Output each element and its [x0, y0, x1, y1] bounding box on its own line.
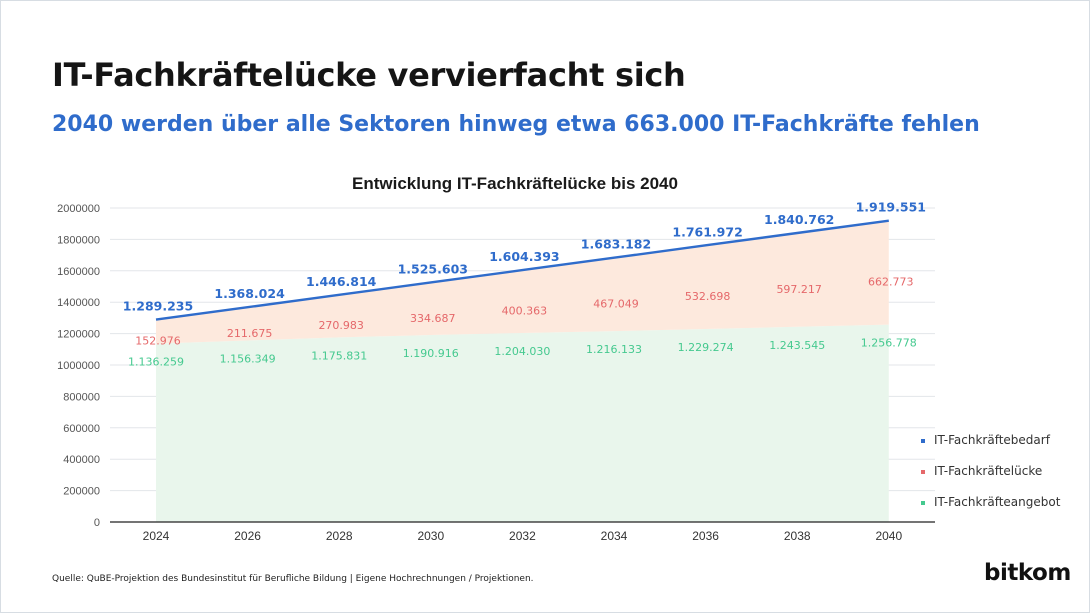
bedarf-series-line [155, 219, 889, 321]
bedarf-data-label: 1.446.814 [306, 274, 377, 289]
y-tick-label: 200000 [63, 486, 100, 498]
x-tick-label: 2028 [326, 529, 353, 543]
x-tick-label: 2038 [784, 529, 811, 543]
legend-item-luecke: IT-Fachkräftelücke [934, 464, 1042, 478]
bedarf-data-label: 1.919.551 [856, 200, 926, 215]
bedarf-data-label: 1.368.024 [214, 286, 285, 301]
bedarf-line [155, 219, 889, 321]
bedarf-data-label: 1.604.393 [489, 249, 559, 264]
bitkom-logo: bitkom [984, 560, 1071, 586]
luecke-data-label: 662.773 [868, 276, 914, 289]
y-tick-label: 1000000 [57, 360, 100, 372]
page-subtitle: 2040 werden über alle Sektoren hinweg et… [52, 112, 980, 137]
angebot-data-label: 1.243.545 [769, 339, 825, 352]
luecke-data-label: 532.698 [685, 290, 731, 303]
x-tick-label: 2036 [692, 529, 719, 543]
x-tick-label: 2032 [509, 529, 536, 543]
y-tick-label: 1200000 [57, 329, 100, 341]
chart-title: Entwicklung IT-Fachkräftelücke bis 2040 [352, 174, 678, 193]
angebot-data-label: 1.204.030 [494, 345, 550, 358]
page-title: IT-Fachkräftelücke vervierfacht sich [52, 56, 686, 94]
luecke-data-label: 334.687 [410, 312, 456, 325]
x-tick-label: 2030 [417, 529, 444, 543]
y-tick-label: 800000 [63, 391, 100, 403]
angebot-data-label: 1.175.831 [311, 349, 367, 362]
luecke-data-label: 400.363 [502, 305, 548, 318]
source-note: Quelle: QuBE-Projektion des Bundesinstit… [52, 574, 534, 584]
angebot-data-label: 1.229.274 [678, 341, 734, 354]
x-tick-label: 2034 [601, 529, 628, 543]
angebot-data-label: 1.256.778 [861, 337, 917, 350]
y-tick-label: 0 [94, 517, 100, 529]
angebot-data-label: 1.156.349 [220, 352, 276, 365]
y-tick-label: 1800000 [57, 234, 100, 246]
data-labels: 1.289.235 152.976 1.136.259 1.368.024 211.67… [123, 200, 926, 369]
bedarf-data-label: 1.761.972 [672, 224, 742, 239]
luecke-data-label: 467.049 [593, 297, 639, 310]
luecke-data-label: 270.983 [318, 319, 364, 332]
y-tick-label: 400000 [63, 454, 100, 466]
bedarf-data-label: 1.683.182 [581, 237, 651, 252]
angebot-area [156, 324, 889, 522]
areas [156, 220, 889, 522]
x-tick-label: 2040 [875, 529, 902, 543]
legend-item-luecke-marker [921, 470, 925, 474]
legend-item-angebot-marker [921, 501, 925, 505]
x-tick-label: 2024 [143, 529, 170, 543]
x-tick-label: 2026 [234, 529, 261, 543]
x-axis-labels: 2024 2026 2028 2030 2032 2034 2036 2038 2040 [143, 529, 903, 543]
legend: IT-Fachkräftebedarf IT-Fachkräftelücke IT-… [921, 433, 1061, 509]
luecke-data-label: 211.675 [227, 327, 273, 340]
angebot-data-label: 1.216.133 [586, 343, 642, 356]
y-tick-label: 1400000 [57, 297, 100, 309]
y-axis-labels: 0 200000 400000 600000 800000 1000000 1200000 1… [57, 203, 100, 529]
y-tick-label: 600000 [63, 423, 100, 435]
y-tick-label: 2000000 [57, 203, 100, 215]
bedarf-data-label: 1.289.235 [123, 299, 193, 314]
luecke-data-label: 597.217 [776, 283, 822, 296]
legend-item-bedarf-marker [921, 439, 925, 443]
legend-item-bedarf: IT-Fachkräftebedarf [934, 433, 1051, 447]
angebot-data-label: 1.190.916 [403, 347, 459, 360]
y-tick-label: 1600000 [57, 266, 100, 278]
bedarf-data-label: 1.525.603 [398, 261, 468, 276]
angebot-data-label: 1.136.259 [128, 356, 184, 369]
luecke-area [156, 220, 889, 344]
luecke-data-label: 152.976 [135, 335, 181, 348]
bedarf-data-label: 1.840.762 [764, 212, 834, 227]
legend-item-angebot: IT-Fachkräfteangebot [934, 495, 1061, 509]
